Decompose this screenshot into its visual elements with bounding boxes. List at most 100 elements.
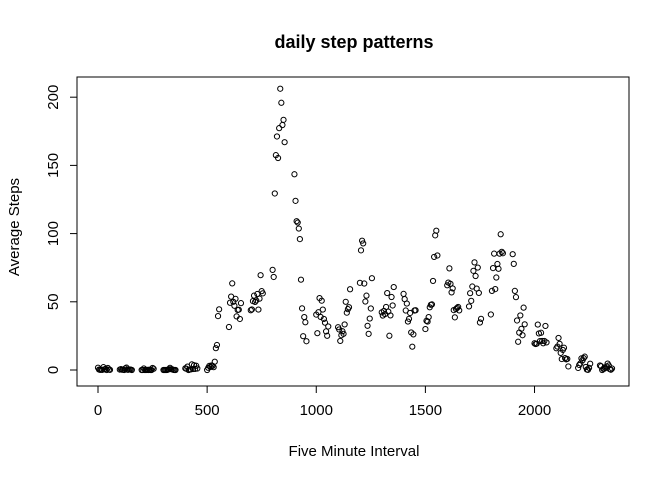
data-point (543, 339, 550, 346)
data-point (366, 315, 373, 322)
data-point (498, 248, 505, 255)
data-point (431, 253, 438, 261)
data-point (404, 318, 412, 325)
data-point (270, 273, 277, 281)
data-point (365, 330, 372, 337)
data-point (229, 280, 236, 287)
data-point (237, 300, 245, 307)
y-tick-label: 0 (45, 366, 62, 374)
data-point (336, 326, 343, 333)
data-point (451, 314, 458, 321)
data-point (476, 319, 484, 326)
data-point (253, 297, 260, 304)
data-point (150, 365, 157, 372)
data-point (471, 259, 478, 266)
data-point (280, 116, 287, 123)
data-point (499, 250, 506, 257)
data-point (314, 330, 321, 337)
x-tick-label: 2000 (518, 402, 551, 419)
data-point (337, 337, 344, 345)
data-point (361, 280, 368, 287)
data-point (513, 317, 521, 324)
data-point (555, 334, 562, 342)
data-point (302, 319, 309, 326)
data-point (560, 344, 568, 351)
data-point (303, 338, 310, 345)
data-point (456, 307, 463, 314)
data-point (422, 325, 429, 333)
x-tick-label: 1500 (409, 402, 442, 419)
data-point (581, 353, 588, 360)
y-tick-label: 100 (45, 221, 62, 246)
data-point (357, 247, 365, 254)
data-point (472, 272, 479, 280)
data-point (235, 306, 242, 313)
data-point (428, 301, 436, 308)
data-point (386, 332, 393, 339)
data-point (271, 190, 278, 197)
data-point (537, 329, 545, 336)
data-point (511, 287, 518, 294)
data-point (489, 265, 497, 272)
data-point (388, 293, 395, 301)
data-point (319, 306, 326, 313)
data-point (580, 355, 587, 362)
data-point (492, 286, 499, 293)
data-point (409, 343, 416, 350)
data-point (455, 303, 462, 311)
data-point (358, 237, 366, 244)
data-point (216, 306, 223, 313)
data-point (298, 305, 306, 312)
data-point (521, 321, 528, 328)
data-point (363, 292, 370, 299)
data-point (128, 366, 135, 374)
data-point (367, 305, 374, 312)
data-point (277, 85, 284, 92)
data-point (493, 274, 500, 281)
x-axis: 0 500 1000 1500 2000 (94, 385, 551, 419)
data-point (226, 299, 234, 306)
data-point (214, 313, 222, 320)
data-point (608, 365, 616, 372)
data-point (343, 309, 350, 316)
data-point (342, 298, 349, 305)
data-point (320, 315, 327, 323)
data-point (274, 154, 282, 162)
data-point (444, 282, 451, 289)
data-point (345, 304, 353, 311)
data-point (424, 318, 431, 325)
data-point (294, 219, 301, 226)
data-point (512, 294, 520, 301)
data-point (259, 290, 266, 297)
data-point (368, 275, 376, 282)
data-point (412, 307, 419, 314)
data-point (296, 235, 303, 243)
data-point (212, 345, 219, 352)
data-point (515, 338, 522, 345)
data-point (519, 332, 526, 339)
data-point (475, 289, 482, 297)
data-point (384, 289, 391, 297)
x-tick-label: 1000 (300, 402, 333, 419)
data-point (194, 365, 201, 372)
y-tick-label: 50 (45, 293, 62, 310)
data-point (362, 298, 369, 305)
data-point (324, 332, 331, 339)
data-point (509, 251, 516, 258)
data-point (301, 313, 308, 321)
data-point (257, 272, 264, 279)
data-point (291, 171, 298, 178)
data-point (106, 366, 114, 373)
data-point (213, 341, 221, 349)
data-point (211, 358, 218, 365)
data-point (269, 266, 276, 273)
data-point (585, 364, 593, 371)
data-point (587, 360, 594, 367)
data-point (400, 290, 407, 297)
y-axis: 0 50 100 150 200 (45, 85, 78, 374)
data-point (340, 330, 347, 337)
data-point (520, 304, 527, 311)
data-point (607, 366, 615, 373)
data-point (297, 276, 305, 283)
